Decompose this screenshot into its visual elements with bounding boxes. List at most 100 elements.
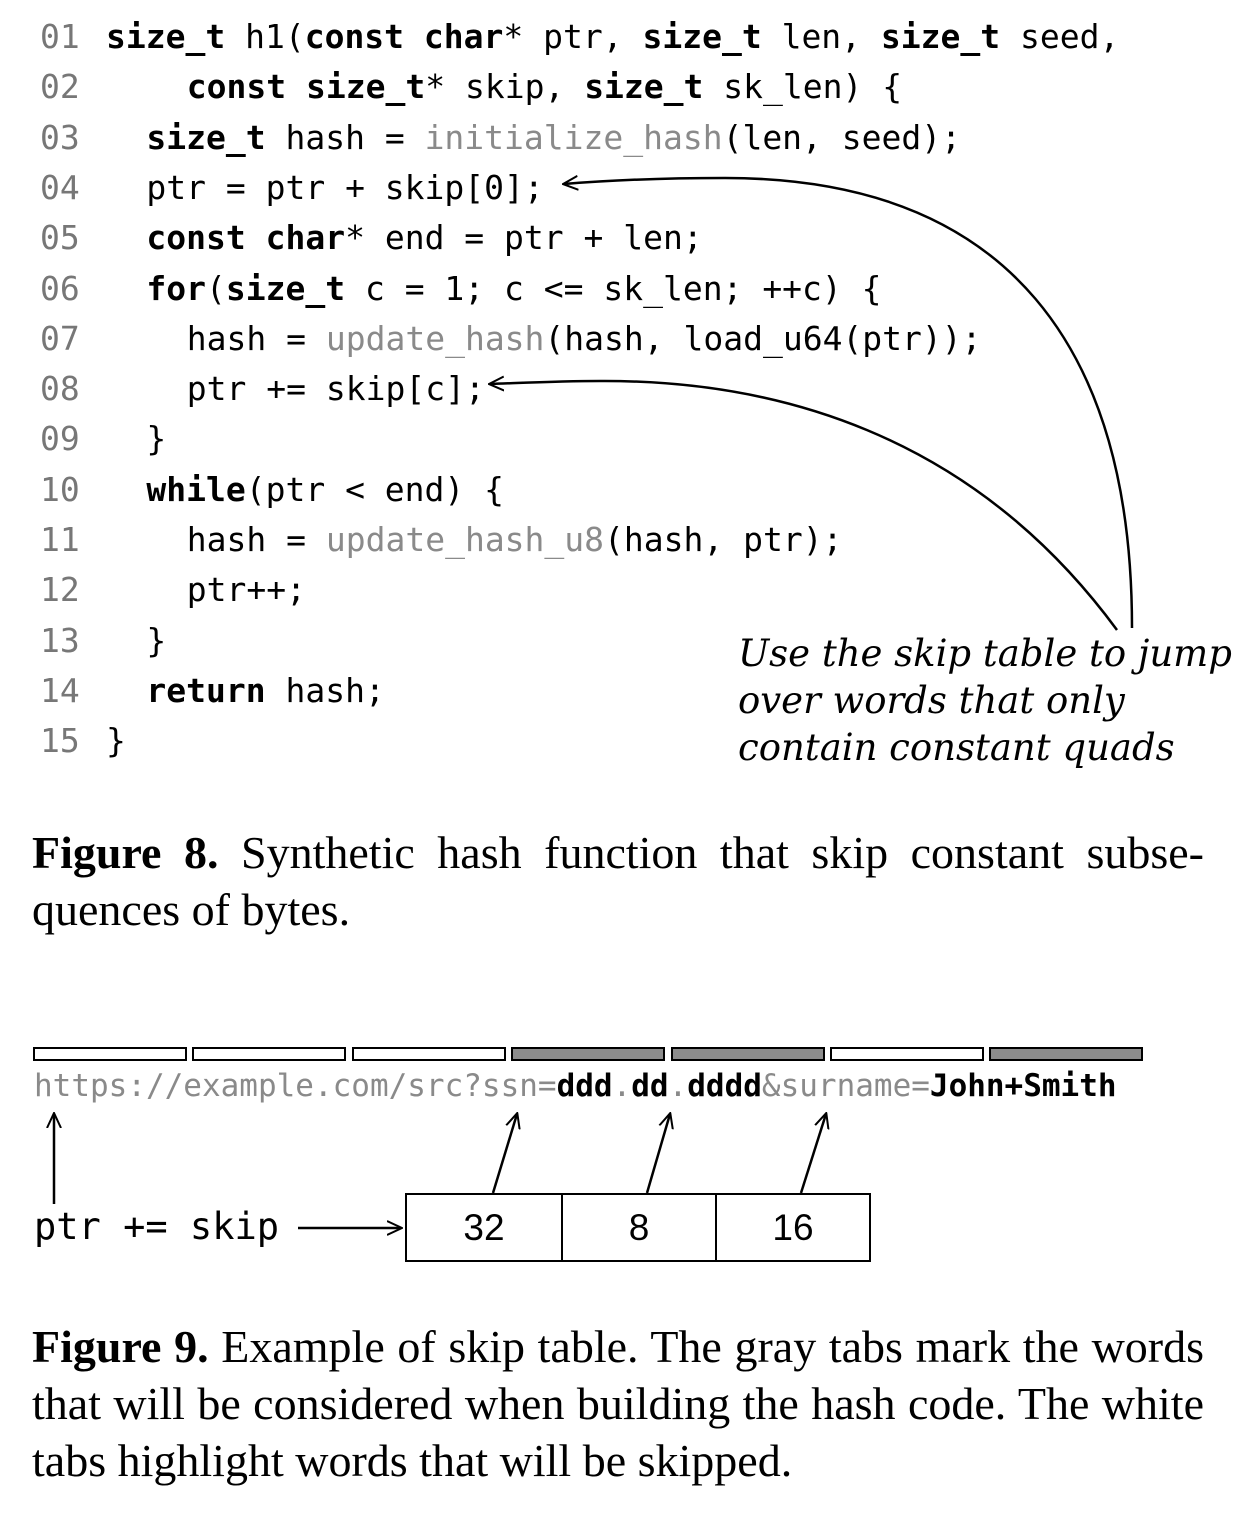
- code-line: 14 return hash;: [0, 666, 1236, 716]
- code-line: 01 size_t h1(const char* ptr, size_t len,…: [0, 12, 1236, 62]
- code-token: (hash, ptr);: [604, 520, 843, 559]
- code-token: hash =: [186, 318, 326, 358]
- code-keyword: const: [304, 17, 405, 56]
- code-token: seed,: [1000, 17, 1120, 56]
- skip-cell: 16: [715, 1195, 869, 1260]
- code-token: sk_len) {: [703, 67, 903, 107]
- code-keyword: const: [186, 67, 287, 107]
- skipped-word-tab: [351, 1047, 506, 1061]
- code-token: }: [146, 419, 167, 459]
- code-token: (: [206, 268, 226, 308]
- line-number: 07: [40, 318, 80, 358]
- line-number: 02: [40, 67, 80, 107]
- code-keyword: return: [146, 670, 266, 710]
- code-line: 09}: [0, 414, 1236, 464]
- code-text: size_t hash = initialize_hash(len, seed)…: [146, 113, 961, 163]
- code-text: }: [106, 716, 126, 766]
- line-number: 09: [40, 419, 80, 459]
- skip-annotation: Use the skip table to jump over words th…: [738, 630, 1232, 771]
- url-data-segment: dd: [631, 1068, 669, 1104]
- line-number: 01: [40, 17, 80, 56]
- code-text: hash = update_hash(hash, load_u64(ptr));: [187, 314, 982, 364]
- code-text: for(size_t c = 1; c <= sk_len; ++c) {: [146, 264, 881, 314]
- code-line: 10 while(ptr < end) {: [0, 465, 1236, 515]
- considered-word-tab: [989, 1047, 1144, 1061]
- code-token: hash;: [265, 670, 385, 710]
- code-keyword: size_t: [225, 268, 346, 308]
- code-text: }: [146, 616, 166, 666]
- code-line: 08 ptr += skip[c];: [0, 364, 1236, 414]
- arrow-skip-8: [645, 1114, 670, 1194]
- code-text: ptr++;: [187, 565, 306, 615]
- code-text: const size_t* skip, size_t sk_len) {: [187, 62, 902, 112]
- arrow-to-line-08: [490, 381, 1119, 631]
- code-token: ptr++;: [186, 570, 307, 610]
- line-number: 15: [40, 721, 80, 761]
- code-keyword: size_t: [584, 67, 704, 107]
- code-function: update_hash: [325, 318, 545, 358]
- code-text: size_t h1(const char* ptr, size_t len, s…: [106, 12, 1119, 62]
- code-token: (hash, load_u64(ptr));: [544, 318, 982, 358]
- url-constant-segment: .: [612, 1068, 632, 1104]
- pointer-label: ptr += skip: [34, 1205, 280, 1248]
- url-constant-segment: .: [668, 1068, 688, 1104]
- line-number: 12: [40, 570, 80, 610]
- code-token: c = 1; c <= sk_len; ++c) {: [345, 268, 882, 308]
- code-keyword: while: [146, 469, 246, 509]
- skip-table: 32 8 16: [405, 1193, 871, 1262]
- code-token: hash =: [186, 520, 326, 559]
- code-token: (ptr < end) {: [245, 469, 505, 509]
- line-number: 11: [40, 520, 80, 559]
- code-text: ptr += skip[c];: [187, 364, 485, 414]
- line-number: 08: [40, 369, 80, 409]
- code-token: }: [106, 721, 126, 761]
- code-line: 05 const char* end = ptr + len;: [0, 213, 1236, 263]
- code-token: * ptr,: [503, 17, 643, 56]
- code-token: }: [146, 620, 167, 660]
- annotation-line: over words that only: [738, 679, 1125, 722]
- code-text: }: [146, 414, 166, 464]
- code-token: hash =: [265, 117, 425, 157]
- example-url: https://example.com/src?ssn=ddd.dd.dddd&…: [34, 1064, 1117, 1108]
- code-text: const char* end = ptr + len;: [146, 213, 702, 263]
- figure-9-caption: Figure 9. Example of skip table. The gra…: [32, 1318, 1204, 1489]
- code-line: 15}: [0, 716, 1236, 766]
- code-token: ptr += skip[c];: [186, 369, 485, 409]
- url-constant-segment: &surname=: [761, 1068, 930, 1104]
- figure-9-label: Figure 9.: [32, 1321, 209, 1372]
- line-number: 04: [40, 167, 80, 207]
- considered-word-tab: [670, 1047, 825, 1061]
- figure-8-caption-text: Synthetic hash function that skip consta…: [32, 827, 1204, 935]
- code-keyword: size_t: [642, 17, 762, 56]
- code-function: update_hash_u8: [325, 520, 605, 559]
- code-keyword: size_t: [306, 67, 426, 107]
- code-line: 13}: [0, 616, 1236, 666]
- line-number: 06: [40, 268, 80, 308]
- line-number: 03: [40, 117, 80, 157]
- code-text: hash = update_hash_u8(hash, ptr);: [187, 515, 843, 565]
- url-data-segment: John+Smith: [929, 1068, 1117, 1104]
- arrow-to-line-04: [564, 178, 1134, 629]
- code-line: 04 ptr = ptr + skip[0];: [0, 163, 1236, 213]
- code-keyword: size_t: [106, 17, 226, 56]
- skipped-word-tab: [192, 1047, 347, 1061]
- code-line: 11 hash = update_hash_u8(hash, ptr);: [0, 515, 1236, 565]
- code-token: * skip,: [425, 67, 585, 107]
- line-number: 10: [40, 469, 80, 509]
- annotation-line: contain constant quads: [738, 726, 1175, 769]
- arrow-skip-16: [799, 1114, 826, 1194]
- arrow-skip-32: [491, 1114, 517, 1194]
- skipped-word-tab: [33, 1047, 187, 1061]
- code-line: 07 hash = update_hash(hash, load_u64(ptr)…: [0, 314, 1236, 364]
- code-line: 06 for(size_t c = 1; c <= sk_len; ++c) {: [0, 264, 1236, 314]
- code-keyword: char: [423, 17, 504, 56]
- code-keyword: size_t: [880, 17, 1001, 56]
- code-keyword: const: [146, 218, 246, 258]
- code-token: (len, seed);: [722, 117, 961, 157]
- line-number: 14: [40, 670, 80, 710]
- code-keyword: size_t: [146, 117, 266, 157]
- code-keyword: char: [265, 218, 346, 258]
- figure-9-caption-text: Example of skip table. The gray tabs mar…: [32, 1321, 1205, 1486]
- skip-cell: 8: [561, 1195, 715, 1260]
- annotation-line: Use the skip table to jump: [738, 632, 1232, 675]
